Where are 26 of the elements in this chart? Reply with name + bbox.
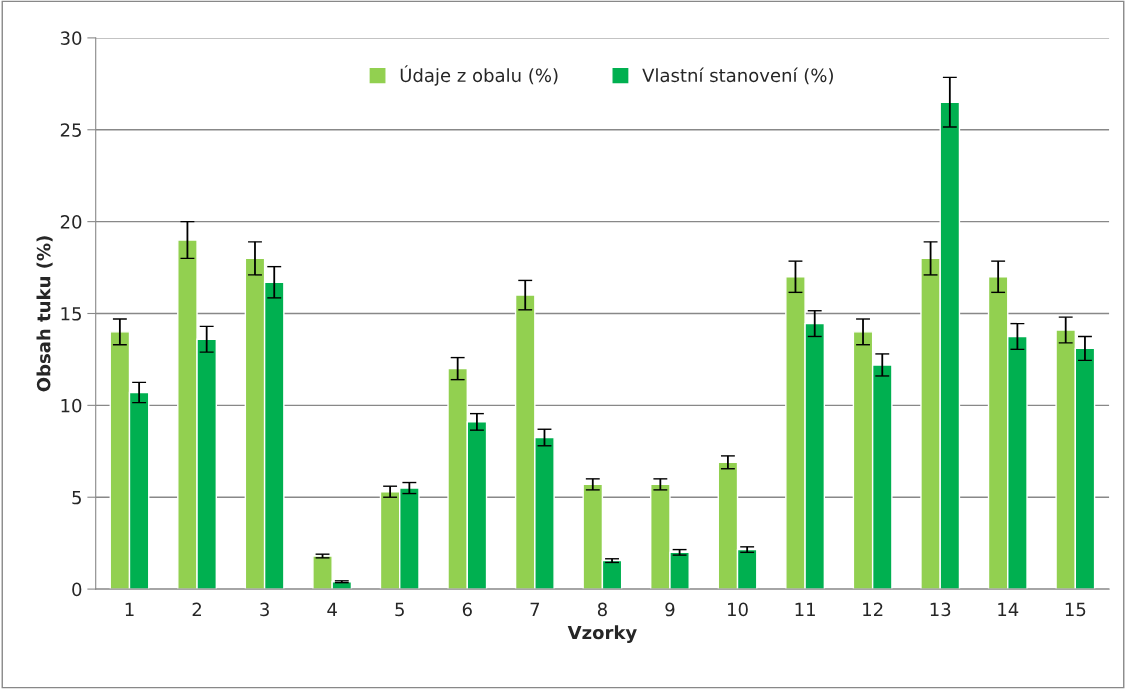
x-tick-label: 2 — [192, 602, 201, 617]
y-tick-label: 5 — [72, 490, 81, 505]
legend-label: Údaje z obalu (%) — [400, 65, 558, 86]
x-tick-label: 4 — [327, 602, 337, 617]
x-tick-label: 9 — [665, 602, 675, 617]
y-tick-label: 10 — [61, 398, 82, 413]
x-tick-label: 7 — [530, 602, 540, 617]
y-tick-label: 30 — [60, 31, 82, 46]
y-tick-label: 20 — [60, 215, 82, 229]
x-axis-title: Vzorky — [567, 625, 637, 643]
x-tick-label: 5 — [395, 602, 404, 617]
x-tick-label: 6 — [462, 602, 472, 617]
legend-label: Vlastní stanovení (%) — [642, 67, 833, 85]
y-tick-label: 25 — [60, 123, 81, 137]
x-tick-label: 12 — [863, 602, 883, 617]
x-tick-label: 15 — [1065, 602, 1086, 617]
x-tick-label: 13 — [930, 602, 951, 617]
x-tick-label: 10 — [728, 602, 748, 617]
y-axis-title: Obsah tuku (%) — [36, 236, 53, 392]
y-tick-label: 0 — [72, 582, 82, 597]
x-tick-label: 11 — [795, 602, 815, 617]
x-tick-label: 3 — [260, 602, 269, 617]
x-tick-label: 14 — [998, 602, 1019, 617]
y-tick-label: 15 — [61, 307, 81, 321]
x-tick-label: 1 — [125, 602, 134, 617]
x-tick-label: 8 — [597, 602, 607, 617]
